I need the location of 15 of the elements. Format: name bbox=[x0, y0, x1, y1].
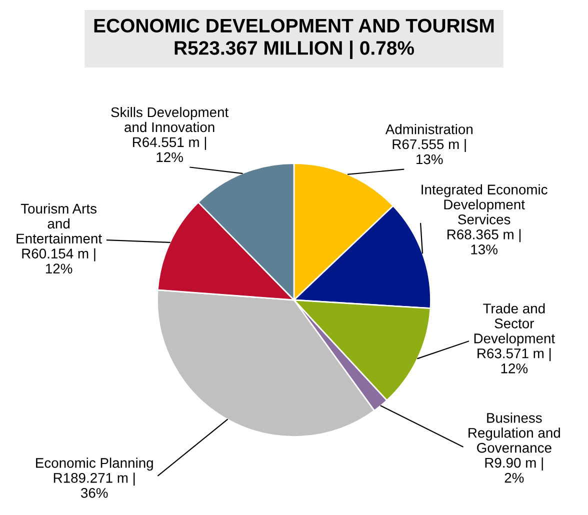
data-label: R63.571 m | 12% bbox=[478, 348, 551, 374]
slice-label: Skills Development and Innovation bbox=[111, 106, 229, 132]
data-label: R64.551 m | 12% bbox=[133, 136, 206, 162]
slice-label: Tourism Arts and Entertainment bbox=[16, 203, 102, 244]
slice-label: Business Regulation and Governance bbox=[468, 412, 560, 453]
data-label: R68.365 m | 13% bbox=[448, 229, 521, 254]
slice-label: Trade and Sector Development bbox=[474, 303, 555, 346]
chart-title: ECONOMIC DEVELOPMENT AND TOURISM R523.367 MILLION | 0.78% bbox=[94, 18, 494, 60]
data-label: R67.555 m | 13% bbox=[392, 138, 466, 164]
slice-label: Integrated Economic Development Services bbox=[422, 184, 548, 224]
slice-label: Administration bbox=[385, 124, 472, 134]
data-label: R189.271 m | 36% bbox=[54, 472, 135, 498]
data-label: R9.90 m | 2% bbox=[485, 458, 543, 483]
data-label: R60.154 m | 12% bbox=[22, 248, 96, 274]
slice-label: Economic Planning bbox=[36, 458, 153, 471]
